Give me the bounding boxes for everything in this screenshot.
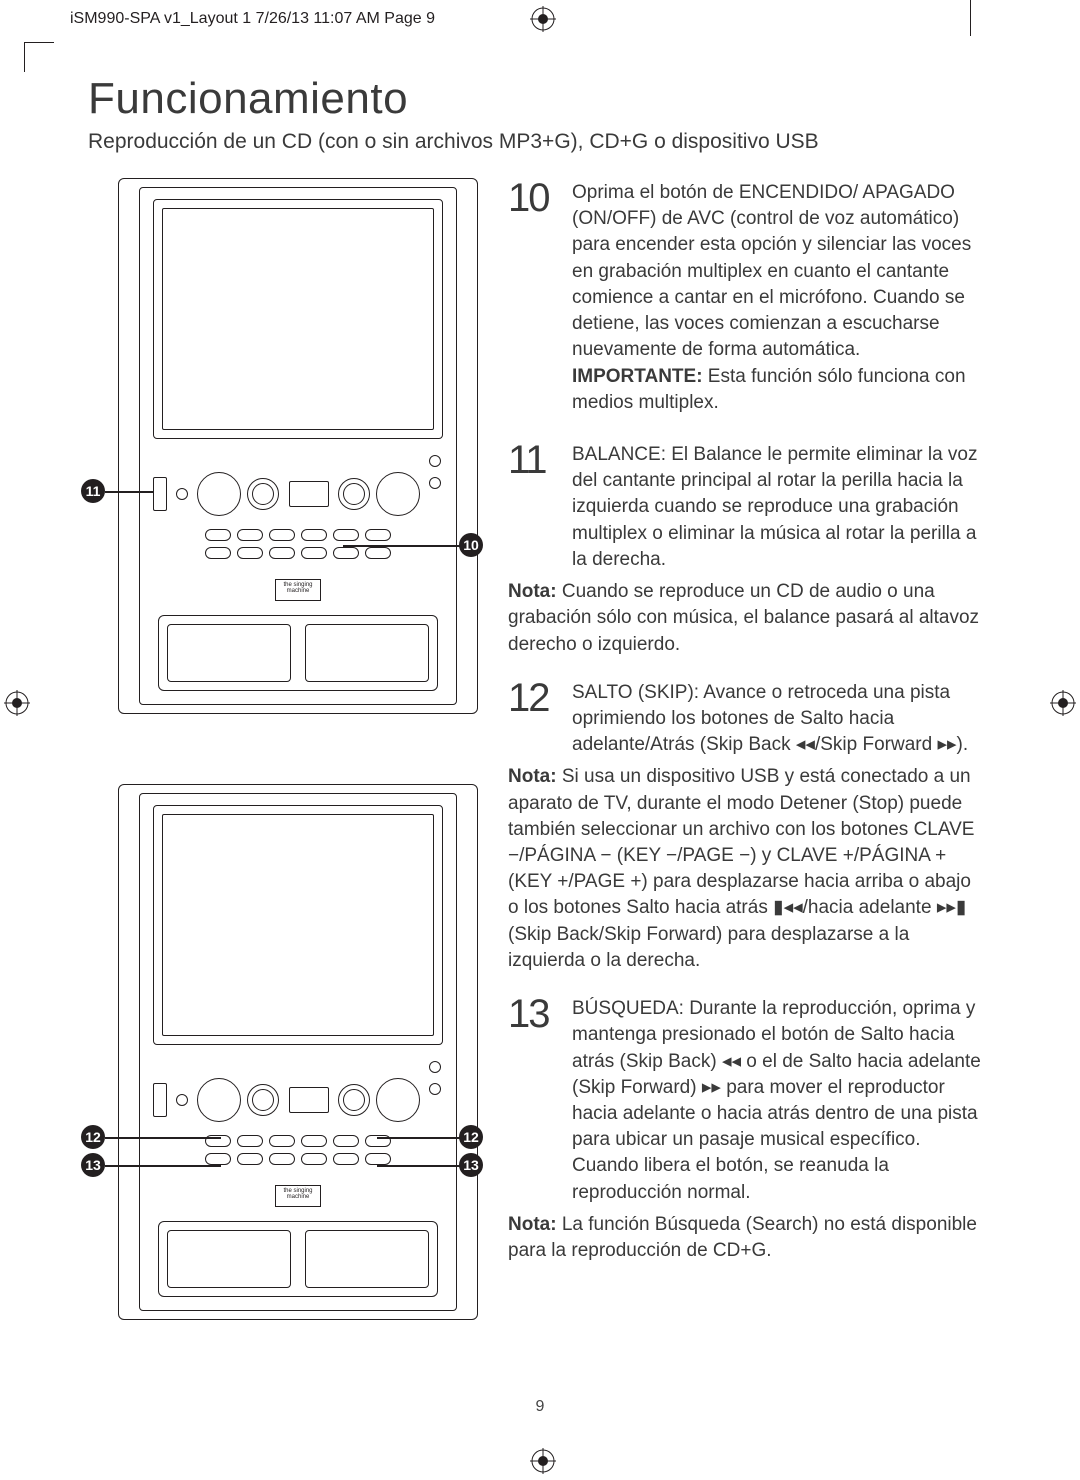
page-subtitle: Reproducción de un CD (con o sin archivo… — [88, 130, 988, 154]
registration-mark-left — [4, 690, 30, 716]
page-content: Funcionamiento Reproducción de un CD (co… — [88, 74, 988, 1320]
step-number: 11 — [508, 440, 562, 480]
brand-logo: the singing machine — [275, 1185, 321, 1207]
registration-mark-right — [1050, 690, 1076, 716]
note-11: Nota: Cuando se reproduce un CD de audio… — [508, 579, 986, 658]
skip-back-icon: ◂◂ — [796, 734, 815, 755]
page-title: Funcionamiento — [88, 74, 988, 124]
note-13: Nota: La función Búsqueda (Search) no es… — [508, 1212, 986, 1264]
diagram-column: the singing machine 11 10 — [88, 178, 480, 1320]
device-diagram-2: the singing machine 12 12 13 13 — [118, 784, 478, 1320]
page-number: 9 — [536, 1398, 545, 1416]
step-text: Oprima el botón de ENCENDIDO/ APAGADO (O… — [572, 182, 971, 360]
step-number: 13 — [508, 994, 562, 1034]
note-12: Nota: Si usa un dispositivo USB y está c… — [508, 764, 986, 974]
callout-11: 11 — [81, 479, 105, 503]
callout-13-right: 13 — [459, 1153, 483, 1177]
skip-forward-icon: ▸▸ — [937, 734, 956, 755]
skip-back-icon: ◂◂ — [722, 1051, 741, 1072]
registration-mark-bottom — [530, 1448, 556, 1474]
crop-mark — [24, 42, 54, 72]
callout-12-left: 12 — [81, 1125, 105, 1149]
step-11: 11 BALANCE: El Balance le permite elimin… — [508, 440, 986, 573]
step-12: 12 SALTO (SKIP): Avance o retroceda una … — [508, 678, 986, 759]
step-text: BALANCE: El Balance le permite eliminar … — [572, 440, 986, 573]
step-number: 10 — [508, 178, 562, 218]
skip-back-track-icon: ▮◂◂ — [773, 897, 803, 918]
brand-logo: the singing machine — [275, 579, 321, 601]
important-label: IMPORTANTE: — [572, 366, 703, 387]
callout-13-left: 13 — [81, 1153, 105, 1177]
skip-forward-track-icon: ▸▸▮ — [937, 897, 967, 918]
step-number: 12 — [508, 678, 562, 718]
crop-mark — [970, 0, 971, 36]
callout-10: 10 — [459, 533, 483, 557]
registration-mark-top — [530, 6, 556, 32]
instructions-column: 10 Oprima el botón de ENCENDIDO/ APAGADO… — [508, 178, 986, 1320]
skip-forward-icon: ▸▸ — [702, 1077, 721, 1098]
print-header: iSM990-SPA v1_Layout 1 7/26/13 11:07 AM … — [70, 10, 435, 28]
step-13: 13 BÚSQUEDA: Durante la reproducción, op… — [508, 994, 986, 1206]
step-10: 10 Oprima el botón de ENCENDIDO/ APAGADO… — [508, 178, 986, 416]
device-diagram-1: the singing machine 11 10 — [118, 178, 478, 714]
callout-12-right: 12 — [459, 1125, 483, 1149]
